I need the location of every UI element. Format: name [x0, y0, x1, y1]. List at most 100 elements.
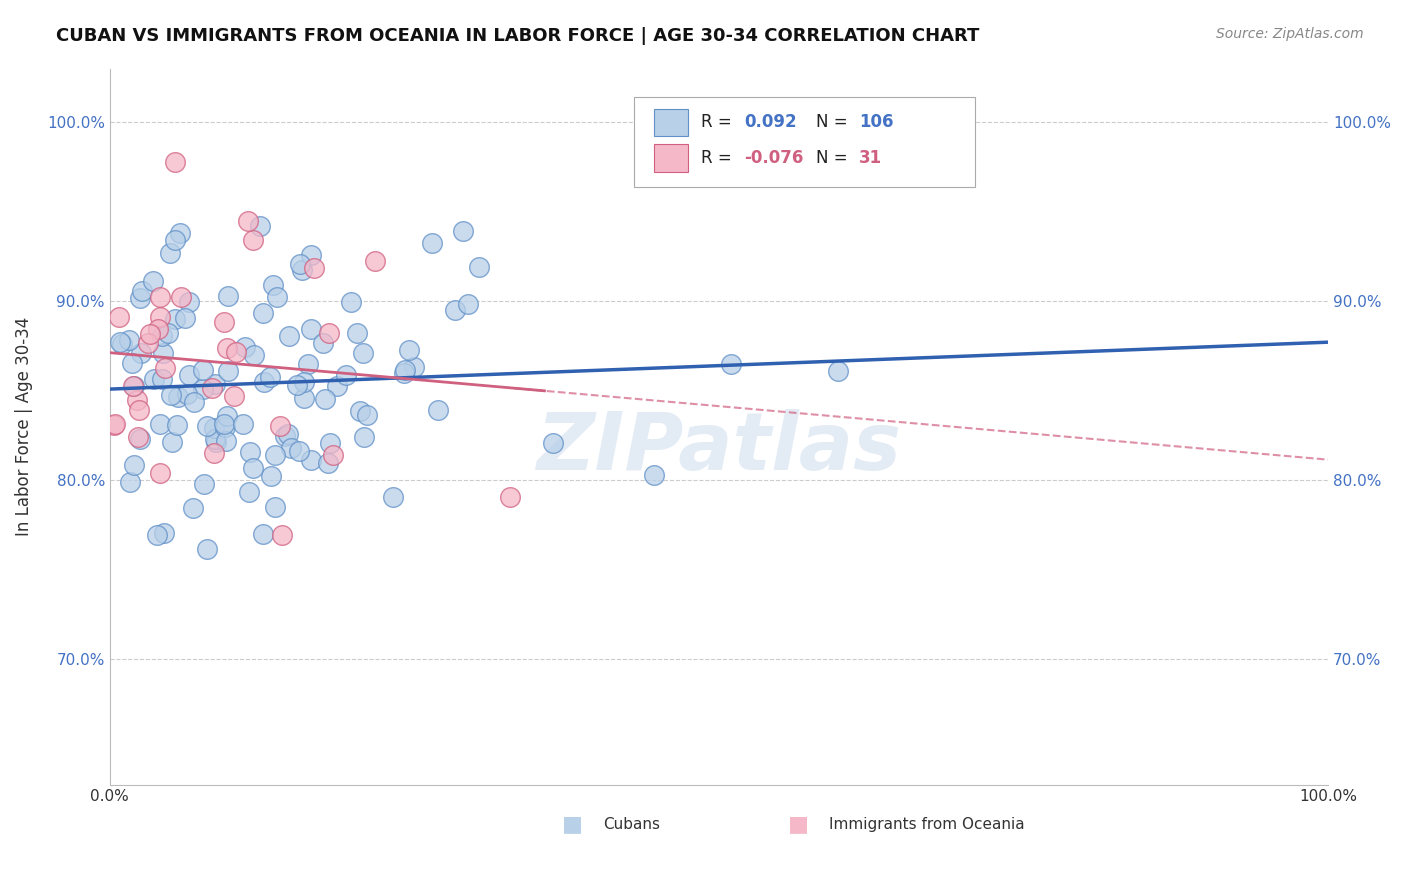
Text: R =: R =	[700, 113, 737, 131]
Point	[291, 262, 314, 277]
Point	[273, 429, 295, 443]
Point	[204, 432, 226, 446]
Point	[204, 435, 226, 450]
Point	[165, 311, 187, 326]
Point	[225, 345, 247, 359]
Point	[353, 346, 375, 360]
Point	[242, 348, 264, 362]
Point	[155, 360, 177, 375]
Point	[316, 456, 339, 470]
Point	[214, 420, 236, 434]
Point	[259, 369, 281, 384]
Point	[299, 247, 322, 261]
Point	[318, 326, 340, 340]
Point	[457, 296, 479, 310]
Point	[107, 310, 129, 325]
Point	[122, 378, 145, 392]
Point	[239, 444, 262, 458]
Text: -0.076: -0.076	[745, 149, 804, 167]
Point	[193, 476, 215, 491]
Point	[169, 226, 191, 240]
Point	[299, 322, 322, 336]
Point	[382, 490, 405, 504]
Point	[150, 329, 173, 343]
Point	[398, 343, 420, 357]
Point	[271, 527, 294, 541]
Point	[252, 526, 274, 541]
Point	[269, 419, 291, 434]
Text: 31: 31	[859, 149, 882, 167]
Y-axis label: In Labor Force | Age 30-34: In Labor Force | Age 30-34	[15, 317, 32, 536]
Point	[394, 363, 416, 377]
Point	[177, 368, 200, 383]
Point	[453, 225, 475, 239]
Point	[217, 364, 239, 378]
Point	[720, 357, 742, 371]
FancyBboxPatch shape	[634, 97, 974, 186]
Point	[193, 383, 215, 397]
Point	[179, 295, 201, 310]
Point	[174, 311, 197, 326]
Text: 106: 106	[859, 113, 894, 131]
Point	[319, 435, 342, 450]
Point	[125, 392, 148, 407]
Point	[136, 336, 159, 351]
Point	[103, 417, 125, 431]
Bar	[654, 145, 689, 171]
Point	[193, 363, 215, 377]
Point	[166, 390, 188, 404]
Point	[128, 403, 150, 417]
Point	[402, 360, 425, 375]
Point	[263, 500, 285, 514]
Point	[197, 419, 219, 434]
Point	[280, 441, 302, 455]
Point	[152, 372, 174, 386]
Point	[253, 375, 276, 389]
Point	[124, 458, 146, 472]
Point	[266, 290, 288, 304]
Point	[312, 336, 335, 351]
Point	[643, 468, 665, 483]
Point	[108, 335, 131, 350]
Point	[349, 403, 371, 417]
Point	[129, 346, 152, 360]
Point	[233, 339, 256, 353]
Point	[181, 501, 204, 516]
Point	[204, 376, 226, 391]
Point	[217, 289, 239, 303]
Point	[292, 391, 315, 405]
Point	[166, 417, 188, 432]
Point	[827, 364, 849, 378]
Point	[215, 341, 238, 355]
Point	[322, 448, 344, 462]
Point	[499, 490, 522, 504]
Point	[260, 469, 283, 483]
Point	[131, 284, 153, 298]
Point	[326, 379, 349, 393]
Point	[297, 357, 319, 371]
Point	[262, 278, 284, 293]
Point	[142, 274, 165, 288]
Point	[277, 427, 299, 442]
Point	[222, 389, 245, 403]
Point	[129, 291, 152, 305]
Point	[215, 434, 238, 448]
Point	[176, 387, 198, 401]
Point	[242, 233, 264, 247]
Text: ■: ■	[787, 814, 808, 834]
Point	[212, 417, 235, 431]
Text: 0.092: 0.092	[745, 113, 797, 131]
Point	[541, 436, 564, 450]
Point	[356, 408, 378, 422]
Point	[118, 475, 141, 490]
Point	[202, 420, 225, 434]
Point	[215, 409, 238, 424]
Point	[288, 443, 311, 458]
Point	[249, 219, 271, 234]
Point	[127, 430, 149, 444]
Point	[149, 290, 172, 304]
Point	[146, 528, 169, 542]
Point	[242, 461, 264, 475]
Point	[202, 446, 225, 460]
Point	[443, 302, 465, 317]
